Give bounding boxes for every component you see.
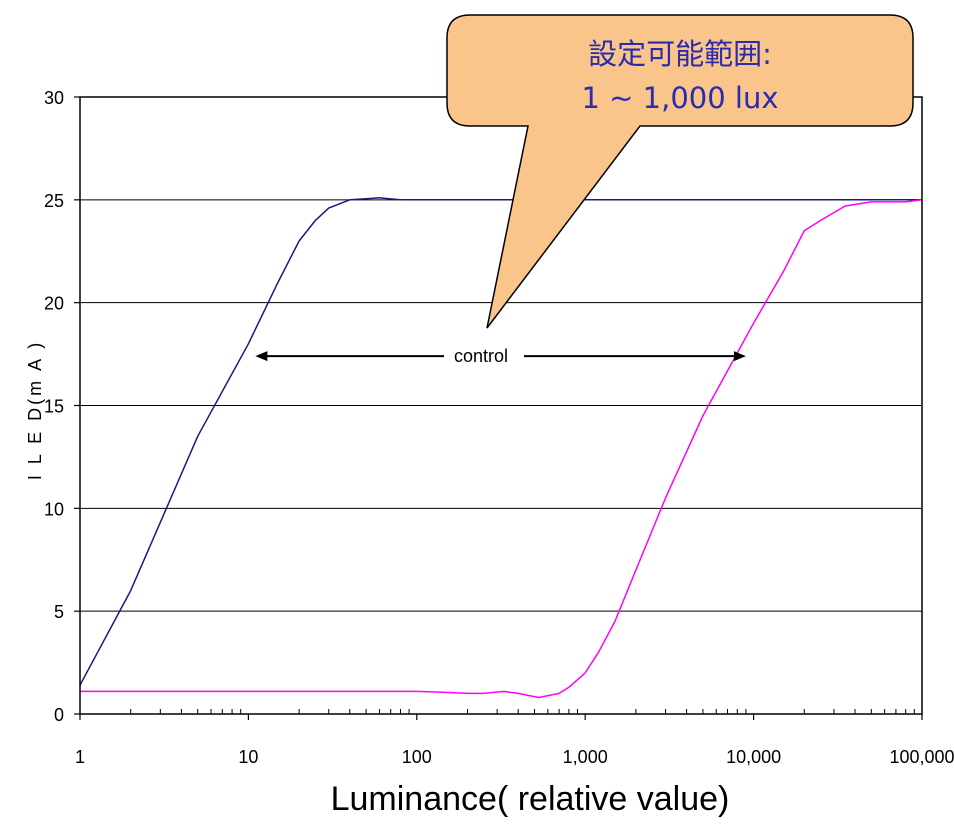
x-tick-label: 100,000 xyxy=(889,747,954,767)
axis-ticks: 0 5 10 15 20 25 30 1 10 100 1,000 10,000 100,000 xyxy=(44,88,954,767)
y-tick-label: 15 xyxy=(44,397,64,417)
x-tick-label: 1 xyxy=(75,747,85,767)
control-annotation: control xyxy=(255,346,746,366)
y-tick-label: 5 xyxy=(54,602,64,622)
callout-line-2: 1 ~ 1,000 lux xyxy=(581,81,778,115)
y-tick-label: 25 xyxy=(44,191,64,211)
y-tick-label: 30 xyxy=(44,88,64,108)
series-line-2 xyxy=(80,199,923,699)
x-tick-label: 10 xyxy=(238,747,258,767)
callout-shape xyxy=(446,14,914,329)
series-line-1 xyxy=(79,197,922,686)
y-tick-label: 20 xyxy=(44,294,64,314)
y-axis-label: I L E D(m A ) xyxy=(25,340,45,480)
callout-bubble: 設定可能範囲: 1 ~ 1,000 lux xyxy=(446,14,914,329)
y-tick-label: 10 xyxy=(44,499,64,519)
x-tick-label: 100 xyxy=(402,747,432,767)
x-tick-label: 10,000 xyxy=(726,747,781,767)
x-axis-label: Luminance( relative value) xyxy=(331,780,730,818)
control-label: control xyxy=(454,346,508,366)
control-arrow-left-head xyxy=(255,351,268,362)
series-lines xyxy=(79,197,923,699)
y-tick-label: 0 xyxy=(54,705,64,725)
x-tick-label: 1,000 xyxy=(563,747,608,767)
control-arrow-right-head xyxy=(733,351,746,362)
callout-line-1: 設定可能範囲: xyxy=(588,37,772,71)
